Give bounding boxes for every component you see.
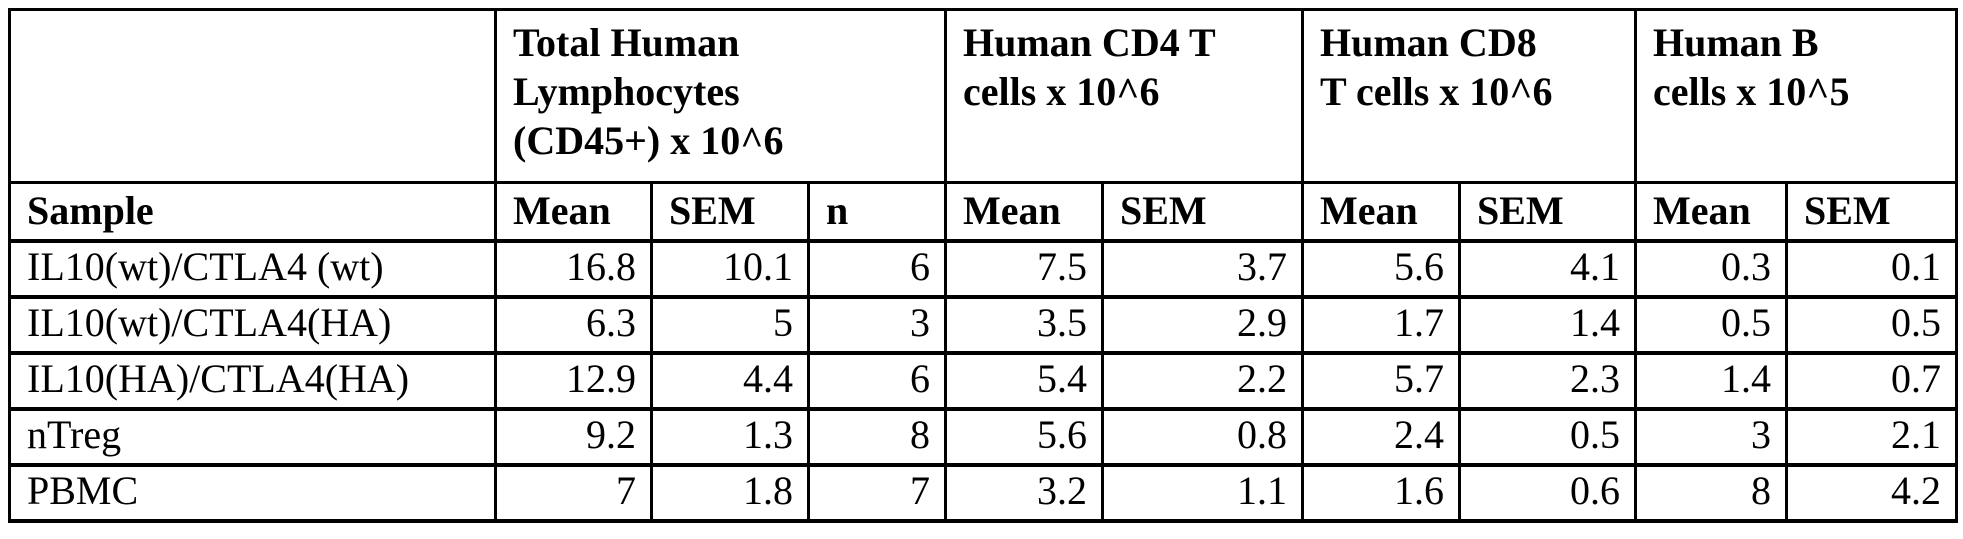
value-cell: 10.1 (650, 238, 810, 299)
value-cell: 3 (1634, 406, 1788, 467)
value-cell: 6.3 (494, 294, 653, 355)
group-header-row: Total Human Lymphocytes (CD45+) x 10^6 H… (8, 8, 1959, 184)
value-cell: 1.4 (1458, 294, 1637, 355)
value-cell: 2.3 (1458, 350, 1637, 411)
table-row: PBMC 7 1.8 7 3.2 1.1 1.6 0.6 8 4.2 (8, 462, 1959, 523)
value-cell: 1.3 (650, 406, 810, 467)
table-row: IL10(wt)/CTLA4(HA) 6.3 5 3 3.5 2.9 1.7 1… (8, 294, 1959, 355)
value-cell: 4.2 (1784, 462, 1959, 523)
column-header-mean-3: Mean (1301, 181, 1461, 243)
value-cell: 0.5 (1634, 294, 1788, 355)
value-cell: 2.1 (1784, 406, 1959, 467)
value-cell: 6 (807, 238, 947, 299)
group-header-cd4-t-cells: Human CD4 T cells x 10^6 (944, 8, 1304, 184)
group-header-b-cells: Human B cells x 10^5 (1633, 8, 1959, 184)
value-cell: 5.4 (944, 350, 1104, 411)
column-header-sem-4: SEM (1784, 181, 1959, 243)
group-header-cd8-t-cells: Human CD8 T cells x 10^6 (1301, 8, 1637, 184)
sample-name-cell: IL10(HA)/CTLA4(HA) (8, 350, 497, 411)
value-cell: 8 (807, 406, 947, 467)
value-cell: 5 (650, 294, 810, 355)
value-cell: 12.9 (494, 350, 653, 411)
value-cell: 3 (807, 294, 947, 355)
corner-cell (8, 8, 497, 184)
value-cell: 7.5 (944, 238, 1104, 299)
value-cell: 5.7 (1301, 350, 1461, 411)
value-cell: 16.8 (494, 238, 653, 299)
lymphocyte-counts-table: Total Human Lymphocytes (CD45+) x 10^6 H… (8, 8, 1959, 523)
table-row: nTreg 9.2 1.3 8 5.6 0.8 2.4 0.5 3 2.1 (8, 406, 1959, 467)
value-cell: 0.1 (1784, 238, 1959, 299)
value-cell: 3.7 (1101, 238, 1304, 299)
value-cell: 0.6 (1458, 462, 1637, 523)
value-cell: 2.4 (1301, 406, 1461, 467)
column-header-mean-1: Mean (494, 181, 653, 243)
column-header-sem-1: SEM (650, 181, 810, 243)
value-cell: 5.6 (944, 406, 1104, 467)
value-cell: 5.6 (1301, 238, 1461, 299)
value-cell: 6 (807, 350, 947, 411)
value-cell: 8 (1634, 462, 1788, 523)
value-cell: 1.1 (1101, 462, 1304, 523)
value-cell: 4.4 (650, 350, 810, 411)
column-header-n: n (807, 181, 947, 243)
value-cell: 0.5 (1784, 294, 1959, 355)
value-cell: 9.2 (494, 406, 653, 467)
value-cell: 4.1 (1458, 238, 1637, 299)
value-cell: 0.8 (1101, 406, 1304, 467)
value-cell: 2.2 (1101, 350, 1304, 411)
group-header-total-lymphocytes: Total Human Lymphocytes (CD45+) x 10^6 (494, 8, 947, 184)
sample-name-cell: IL10(wt)/CTLA4 (wt) (8, 238, 497, 299)
sub-header-row: Sample Mean SEM n Mean SEM Mean SEM Mean… (8, 181, 1959, 243)
value-cell: 7 (494, 462, 653, 523)
value-cell: 3.2 (944, 462, 1104, 523)
value-cell: 1.8 (650, 462, 810, 523)
value-cell: 1.7 (1301, 294, 1461, 355)
table-row: IL10(wt)/CTLA4 (wt) 16.8 10.1 6 7.5 3.7 … (8, 238, 1959, 299)
value-cell: 2.9 (1101, 294, 1304, 355)
value-cell: 1.6 (1301, 462, 1461, 523)
sample-name-cell: IL10(wt)/CTLA4(HA) (8, 294, 497, 355)
column-header-sample: Sample (8, 181, 497, 243)
value-cell: 1.4 (1634, 350, 1788, 411)
column-header-mean-2: Mean (944, 181, 1104, 243)
value-cell: 0.7 (1784, 350, 1959, 411)
value-cell: 3.5 (944, 294, 1104, 355)
table-row: IL10(HA)/CTLA4(HA) 12.9 4.4 6 5.4 2.2 5.… (8, 350, 1959, 411)
value-cell: 7 (807, 462, 947, 523)
sample-name-cell: nTreg (8, 406, 497, 467)
value-cell: 0.3 (1634, 238, 1788, 299)
value-cell: 0.5 (1458, 406, 1637, 467)
sample-name-cell: PBMC (8, 462, 497, 523)
column-header-mean-4: Mean (1634, 181, 1788, 243)
column-header-sem-2: SEM (1101, 181, 1304, 243)
column-header-sem-3: SEM (1458, 181, 1637, 243)
